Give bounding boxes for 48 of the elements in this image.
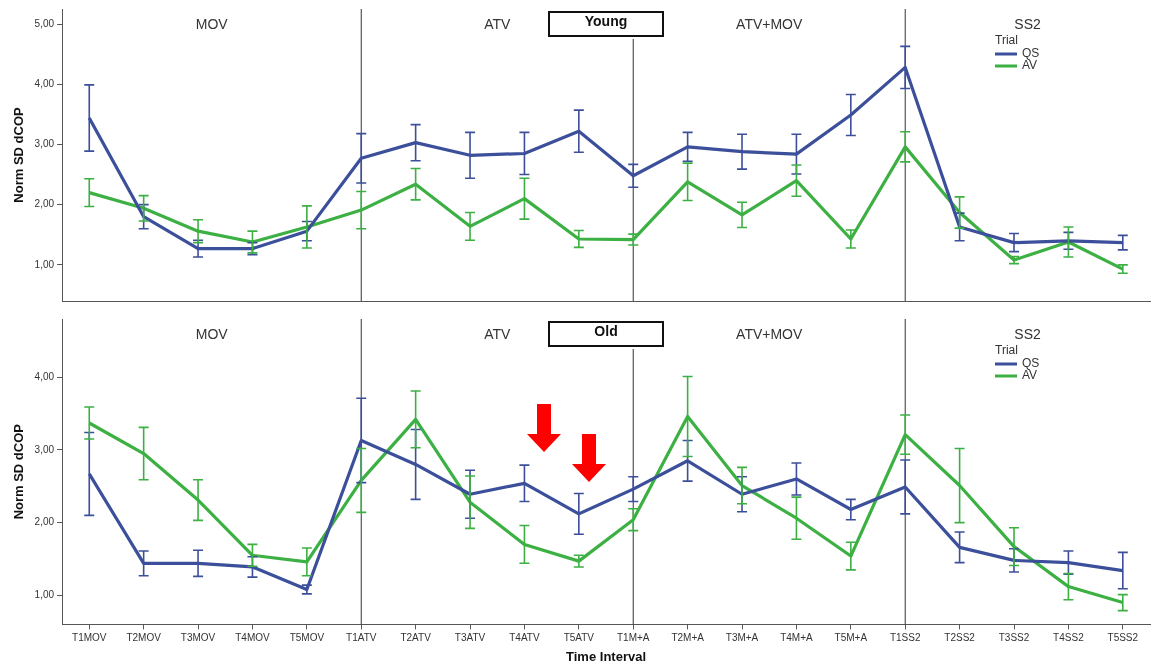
y-axis-title: Norm SD dCOP (11, 107, 27, 203)
annotation: ATV+MOV (736, 325, 804, 342)
x-tick-label: T4MOV (235, 632, 270, 644)
chart-title: Young (548, 11, 665, 37)
x-tick-label: T5ATV (563, 632, 595, 644)
x-tick-label: T2ATV (400, 632, 432, 644)
x-tick-label: T5MOV (289, 632, 325, 644)
legend-title: Trial (995, 343, 1018, 358)
x-tick-label: T1MOV (72, 632, 107, 644)
legend-label: AV (1022, 58, 1038, 73)
y-tick-label: 1,00 (34, 589, 55, 601)
y-tick-label: 4,00 (34, 78, 55, 90)
chart-title: Old (548, 321, 665, 347)
x-tick-label: T3M+A (725, 632, 759, 644)
y-axis-title: Norm SD dCOP (11, 423, 27, 520)
legend-title: Trial (995, 33, 1018, 48)
x-tick-label: T1SS2 (889, 632, 921, 644)
x-tick-label: T2M+A (671, 632, 705, 644)
x-tick-label: T5M+A (834, 632, 868, 644)
x-tick-label: T2MOV (126, 632, 162, 644)
y-tick-label: 4,00 (34, 370, 55, 382)
x-tick-label: T1M+A (616, 632, 650, 644)
annotation: ATV (484, 15, 511, 32)
annotation: SS2 (1014, 15, 1042, 32)
y-tick-label: 3,00 (34, 443, 55, 455)
x-tick-label: T4SS2 (1053, 632, 1085, 644)
x-tick-label: T4ATV (509, 632, 540, 644)
annotation: MOV (195, 15, 229, 32)
annotation: SS2 (1014, 325, 1042, 342)
y-tick-label: 3,00 (34, 138, 55, 150)
legend-label: AV (1022, 368, 1038, 383)
x-tick-label: T1ATV (346, 632, 377, 644)
x-tick-label: T4M+A (780, 632, 813, 644)
y-tick-label: 1,00 (34, 258, 55, 270)
annotation: ATV+MOV (736, 15, 804, 32)
x-tick-label: T3ATV (454, 632, 486, 644)
y-tick-label: 2,00 (34, 516, 55, 528)
annotation: ATV (484, 325, 511, 342)
y-tick-label: 2,00 (34, 198, 55, 210)
legend-label: QS (1022, 356, 1040, 371)
x-tick-label: T2SS2 (944, 632, 976, 644)
x-axis-title: Time Interval (566, 648, 647, 664)
annotation: MOV (195, 325, 229, 342)
legend-label: QS (1022, 46, 1040, 61)
x-tick-label: T5SS2 (1107, 632, 1139, 644)
x-tick-label: T3MOV (180, 632, 216, 644)
y-tick-label: 5,00 (34, 17, 55, 29)
x-tick-label: T3SS2 (998, 632, 1030, 644)
